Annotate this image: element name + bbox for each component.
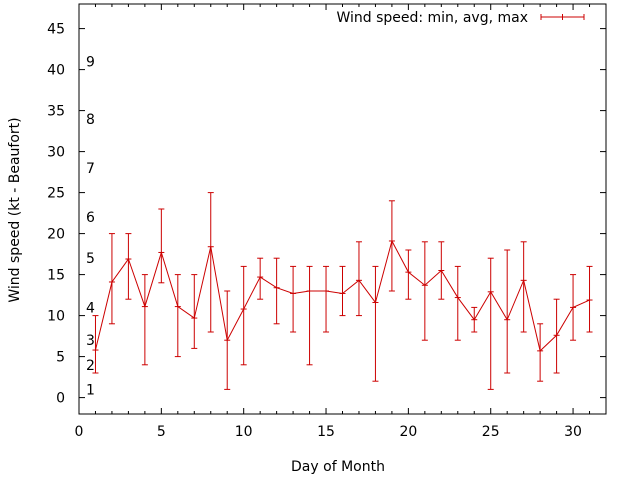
beaufort-label: 1 xyxy=(86,382,95,398)
beaufort-label: 8 xyxy=(86,112,95,128)
y-tick-labels: 0 5 10 15 20 25 30 35 40 45 xyxy=(47,22,65,407)
legend: Wind speed: min, avg, max xyxy=(336,10,585,26)
legend-line-sample xyxy=(540,14,585,20)
y-tick-label: 30 xyxy=(47,145,65,161)
plot-frame xyxy=(78,3,607,415)
x-tick-label: 10 xyxy=(235,424,253,440)
beaufort-label: 9 xyxy=(86,54,95,70)
y-tick-label: 5 xyxy=(56,350,65,366)
beaufort-label: 4 xyxy=(86,300,95,316)
beaufort-label: 7 xyxy=(86,161,95,177)
y-tick-label: 25 xyxy=(47,186,65,202)
y-tick-label: 20 xyxy=(47,227,65,243)
x-tick-labels: 0 5 10 15 20 25 30 xyxy=(75,424,582,440)
x-tick-label: 5 xyxy=(157,424,166,440)
y-tick-label: 10 xyxy=(47,309,65,325)
beaufort-label: 5 xyxy=(86,251,95,267)
series-layer xyxy=(92,192,593,390)
y-tick-label: 0 xyxy=(56,391,65,407)
y-tick-label: 35 xyxy=(47,104,65,120)
beaufort-label: 6 xyxy=(86,210,95,226)
legend-label: Wind speed: min, avg, max xyxy=(336,10,528,26)
x-tick-label: 0 xyxy=(75,424,84,440)
x-tick-label: 30 xyxy=(564,424,582,440)
x-tick-label: 20 xyxy=(399,424,417,440)
y-tick-label: 40 xyxy=(47,63,65,79)
x-tick-label: 15 xyxy=(317,424,335,440)
y-tick-label: 15 xyxy=(47,268,65,284)
beaufort-label: 3 xyxy=(86,333,95,349)
beaufort-label: 2 xyxy=(86,358,95,374)
beaufort-scale-labels: 1 2 3 4 5 6 7 8 9 xyxy=(86,54,95,398)
x-tick-label: 25 xyxy=(482,424,500,440)
y-tick-label: 45 xyxy=(47,22,65,38)
y-axis-title: Wind speed (kt - Beaufort) xyxy=(7,117,23,302)
x-axis-title: Day of Month xyxy=(291,459,385,475)
